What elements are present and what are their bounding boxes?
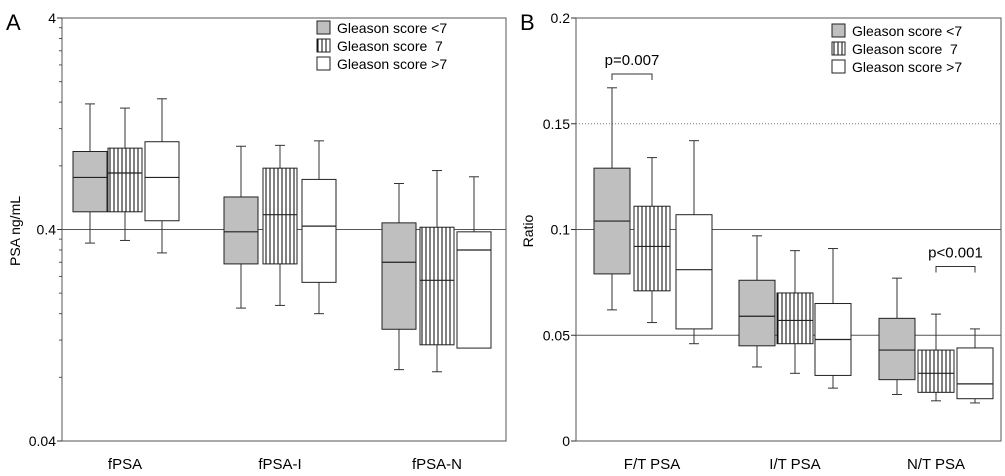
legend-swatch xyxy=(316,20,331,35)
y-tick-label: 0.15 xyxy=(543,116,570,132)
box-iqr xyxy=(419,226,455,346)
panel-a: A PSA ng/mL 4 0.4 0.04 fPSA fPSA-I fPSA-N Gl… xyxy=(6,10,507,473)
box-iqr xyxy=(738,279,776,347)
y-tick-label: 0.4 xyxy=(37,222,57,238)
bracket-line xyxy=(611,73,653,81)
box-plot xyxy=(814,248,852,389)
panel-label-a: A xyxy=(6,10,21,35)
panel-label-b: B xyxy=(520,10,535,35)
y-tick-label: 0.05 xyxy=(543,327,570,343)
y-axis-label-a: PSA ng/mL xyxy=(7,196,23,266)
legend-swatch xyxy=(831,59,846,74)
y-tick-label: 0.2 xyxy=(551,10,571,26)
y-tick-label: 0.1 xyxy=(551,222,571,238)
legend-swatch xyxy=(316,38,331,53)
box-iqr xyxy=(262,167,298,265)
box-plot xyxy=(107,107,143,241)
legend-label: Gleason score 7 xyxy=(337,38,443,54)
significance-bracket: p=0.007 xyxy=(605,52,660,81)
box-iqr xyxy=(675,214,713,330)
legend-b: Gleason score <7 Gleason score 7 Gleason s… xyxy=(831,23,962,75)
box-plot xyxy=(738,235,776,368)
legend-label: Gleason score >7 xyxy=(852,59,962,75)
box-iqr xyxy=(107,147,143,213)
box-iqr xyxy=(381,222,417,330)
legend-a: Gleason score <7 Gleason score 7 Gleason s… xyxy=(316,20,447,72)
box-plot xyxy=(301,140,337,315)
box-iqr xyxy=(878,317,916,381)
box-plot xyxy=(381,183,417,371)
legend-label: Gleason score >7 xyxy=(337,56,447,72)
category-label: I/T PSA xyxy=(769,456,820,473)
box-iqr xyxy=(456,231,492,349)
category-label: N/T PSA xyxy=(907,456,965,473)
y-tick-label: 0 xyxy=(562,433,570,449)
box-plot xyxy=(419,170,455,373)
box-plot xyxy=(878,277,916,395)
box-plot xyxy=(956,328,994,404)
category-label: fPSA xyxy=(108,456,142,473)
legend-label: Gleason score 7 xyxy=(852,41,958,57)
box-plot xyxy=(675,140,713,345)
box-plot xyxy=(262,144,298,306)
category-label: fPSA-N xyxy=(412,456,462,473)
legend-swatch xyxy=(831,23,846,38)
significance-bracket: p<0.001 xyxy=(928,245,983,273)
bracket-line xyxy=(935,266,976,273)
box-iqr xyxy=(776,292,814,345)
category-label: F/T PSA xyxy=(624,456,680,473)
box-plot xyxy=(917,313,955,402)
p-value-label: p=0.007 xyxy=(605,52,660,69)
box-iqr xyxy=(633,205,671,292)
box-iqr xyxy=(223,196,259,265)
box-iqr xyxy=(72,151,108,213)
box-plot xyxy=(633,157,671,324)
box-iqr xyxy=(917,349,955,393)
box-plot xyxy=(144,98,180,254)
box-plot xyxy=(456,176,492,349)
box-plot xyxy=(72,103,108,244)
y-tick-label: 0.04 xyxy=(29,433,56,449)
box-iqr xyxy=(301,178,337,283)
box-iqr xyxy=(956,347,994,400)
y-axis-label-b: Ratio xyxy=(520,214,536,247)
legend-swatch xyxy=(831,41,846,56)
category-label: fPSA-I xyxy=(258,456,301,473)
p-value-label: p<0.001 xyxy=(928,245,983,262)
legend-label: Gleason score <7 xyxy=(337,20,447,36)
box-iqr xyxy=(144,141,180,222)
box-plot xyxy=(223,145,259,309)
y-tick-label: 4 xyxy=(48,10,56,26)
panel-b: B Ratio 0 0.05 0.1 0.15 0.2 F/T PSA I/T PSA N/… xyxy=(520,10,1002,473)
legend-swatch xyxy=(316,56,331,71)
legend-label: Gleason score <7 xyxy=(852,23,962,39)
box-plot xyxy=(776,250,814,374)
box-plot xyxy=(593,87,631,311)
